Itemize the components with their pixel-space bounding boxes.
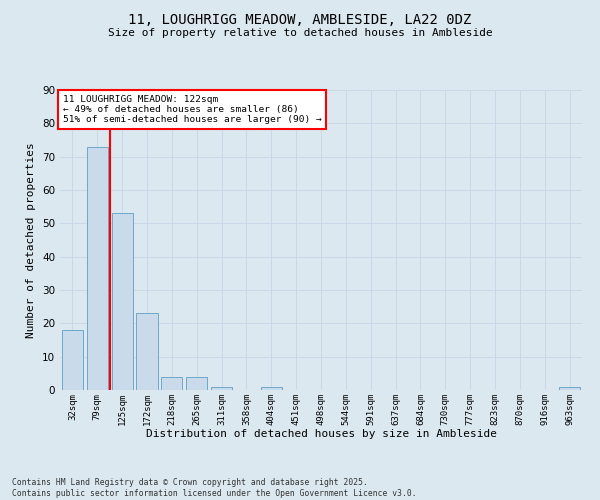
Text: Contains HM Land Registry data © Crown copyright and database right 2025.
Contai: Contains HM Land Registry data © Crown c… (12, 478, 416, 498)
X-axis label: Distribution of detached houses by size in Ambleside: Distribution of detached houses by size … (146, 429, 497, 439)
Bar (87, 146, 108, 390)
Bar (62, 330, 83, 390)
Text: 11, LOUGHRIGG MEADOW, AMBLESIDE, LA22 0DZ: 11, LOUGHRIGG MEADOW, AMBLESIDE, LA22 0D… (128, 12, 472, 26)
Bar (211, 386, 232, 390)
Text: Size of property relative to detached houses in Ambleside: Size of property relative to detached ho… (107, 28, 493, 38)
Bar (559, 386, 580, 390)
Bar (186, 376, 207, 390)
Text: 11 LOUGHRIGG MEADOW: 122sqm
← 49% of detached houses are smaller (86)
51% of sem: 11 LOUGHRIGG MEADOW: 122sqm ← 49% of det… (62, 94, 322, 124)
Y-axis label: Number of detached properties: Number of detached properties (26, 142, 37, 338)
Bar (112, 214, 133, 390)
Bar (161, 376, 182, 390)
Bar (136, 314, 158, 390)
Bar (261, 386, 282, 390)
